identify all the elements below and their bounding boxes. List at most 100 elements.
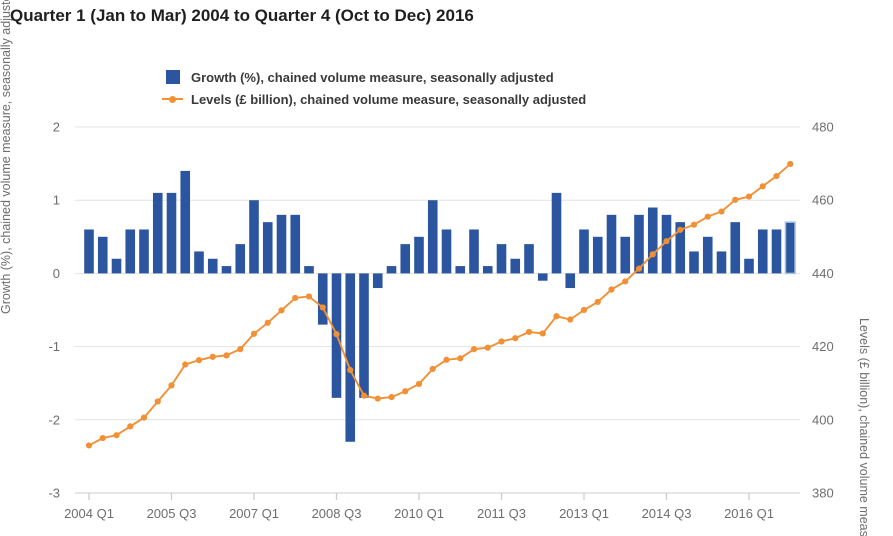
growth-bar[interactable] [235,244,246,274]
level-point[interactable] [498,338,505,345]
growth-bar[interactable] [317,273,328,325]
level-point[interactable] [140,414,148,421]
growth-bar[interactable] [565,273,576,289]
level-point[interactable] [168,382,175,389]
growth-bar[interactable] [716,251,727,274]
growth-bar[interactable] [757,229,768,274]
level-point[interactable] [292,294,299,302]
growth-bar[interactable] [97,236,108,274]
growth-bar[interactable] [152,192,163,274]
growth-bar[interactable] [592,236,603,274]
level-point[interactable] [305,293,313,300]
growth-bar[interactable] [441,229,452,274]
growth-bar[interactable] [455,266,466,274]
level-point[interactable] [223,352,230,359]
level-point[interactable] [732,196,739,203]
legend-item-levels[interactable]: Levels (£ billion), chained volume measu… [162,88,586,110]
growth-bar[interactable] [496,244,507,274]
growth-bar[interactable] [166,192,177,274]
level-point[interactable] [264,319,271,326]
level-point[interactable] [278,307,285,314]
level-point[interactable] [429,365,436,373]
level-point[interactable] [333,331,340,338]
growth-bar[interactable] [730,222,741,274]
level-point[interactable] [787,160,794,168]
growth-bar[interactable] [524,244,534,274]
level-point[interactable] [567,316,574,323]
growth-bar[interactable] [249,200,259,274]
level-point[interactable] [759,183,766,190]
growth-bar[interactable] [180,170,191,274]
growth-bar[interactable] [359,273,369,398]
level-point[interactable] [745,193,753,200]
growth-bar[interactable] [414,236,424,274]
level-point[interactable] [209,353,216,360]
level-point[interactable] [553,313,560,320]
level-point[interactable] [512,335,519,342]
growth-bar[interactable] [400,244,411,274]
growth-bar[interactable] [386,266,397,274]
level-point[interactable] [113,432,120,439]
level-point[interactable] [594,298,601,306]
level-point[interactable] [360,392,368,399]
growth-bar[interactable] [290,214,301,274]
level-point[interactable] [195,357,203,364]
level-point[interactable] [250,330,258,337]
level-point[interactable] [127,423,134,430]
growth-bar[interactable] [647,207,658,274]
level-point[interactable] [663,238,670,245]
level-point[interactable] [237,346,244,353]
level-point[interactable] [415,380,423,388]
growth-bar[interactable] [221,266,232,274]
level-point[interactable] [484,344,491,351]
level-point[interactable] [457,355,464,362]
level-point[interactable] [690,221,698,228]
level-point[interactable] [319,304,326,311]
level-point[interactable] [182,361,189,368]
level-point[interactable] [704,213,711,220]
level-point[interactable] [539,330,546,337]
level-point[interactable] [649,251,656,258]
legend-item-growth[interactable]: Growth (%), chained volume measure, seas… [162,66,586,88]
level-point[interactable] [347,366,354,374]
level-point[interactable] [635,265,643,272]
growth-bar[interactable] [262,222,273,274]
level-point[interactable] [677,226,684,233]
growth-bar[interactable] [304,266,314,274]
growth-bar[interactable] [510,258,521,274]
growth-bar[interactable] [606,214,617,274]
growth-bar[interactable] [84,229,94,274]
growth-bar[interactable] [689,251,699,274]
growth-bar[interactable] [427,200,438,274]
growth-bar[interactable] [194,251,204,274]
growth-bar[interactable] [702,236,713,274]
level-point[interactable] [622,278,629,285]
growth-bar[interactable] [537,273,548,281]
growth-bar[interactable] [675,222,686,274]
growth-bar[interactable] [139,229,149,274]
level-point[interactable] [608,286,615,293]
growth-bar[interactable] [276,214,287,274]
level-point[interactable] [402,388,409,395]
growth-bar[interactable] [620,236,631,274]
growth-bar[interactable] [469,229,479,274]
growth-bar[interactable] [207,258,218,274]
level-point[interactable] [85,442,93,449]
level-point[interactable] [470,346,478,353]
level-point[interactable] [374,395,381,402]
growth-bar[interactable] [784,221,796,275]
growth-bar[interactable] [372,273,383,289]
level-point[interactable] [443,356,450,363]
growth-bar[interactable] [345,273,356,442]
growth-bar[interactable] [551,192,562,274]
growth-bar[interactable] [771,229,782,274]
growth-bar[interactable] [579,229,589,274]
level-point[interactable] [718,208,725,215]
growth-bar[interactable] [111,258,122,274]
growth-bar[interactable] [634,214,644,274]
level-point[interactable] [154,398,161,405]
level-point[interactable] [773,172,780,180]
level-point[interactable] [525,328,533,336]
level-point[interactable] [99,435,106,442]
growth-bar[interactable] [482,266,493,274]
